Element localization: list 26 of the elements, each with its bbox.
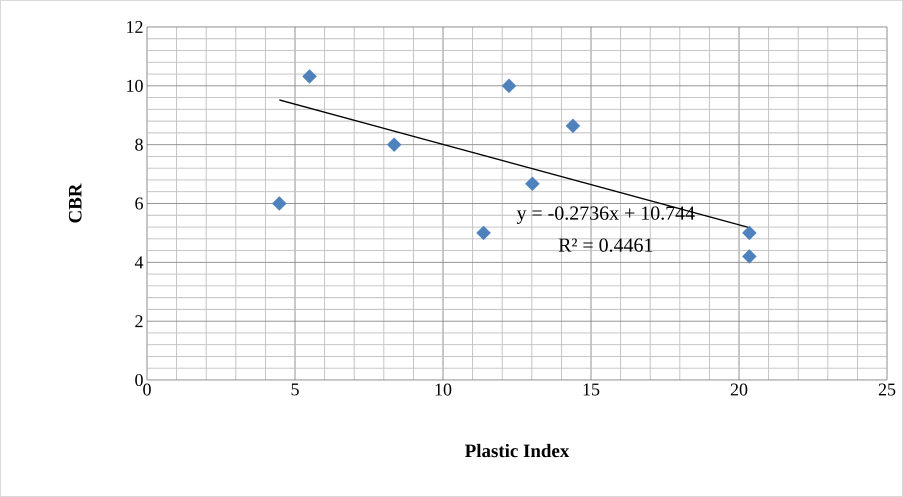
x-tick-label: 15 [584,384,600,396]
point [476,226,491,240]
point [502,78,516,94]
y-axis-title: CBR [68,183,82,223]
y-tick-label: 6 [135,197,143,210]
point [742,249,757,264]
y-tick-label: 0 [135,374,143,386]
y-tick-label: 10 [127,80,143,92]
y-tick-label: 4 [134,256,144,268]
annotation: R² = 0.4461 [558,238,652,252]
x-tick-label: 10 [436,384,452,396]
x-axis-title: Plastic Index [465,444,570,458]
y-tick-label: 12 [127,21,143,33]
annotation: y = -0.2736x + 10.744 [516,206,695,224]
point [386,137,402,152]
point [566,118,580,134]
x-tick-label: 25 [878,384,896,396]
x-tick-label: 0 [143,384,151,396]
point [272,196,287,211]
point [302,69,317,84]
y-tick-label: 8 [135,138,143,151]
y-tick-label: 2 [135,315,143,328]
point [742,226,757,240]
point [525,176,540,192]
x-tick-label: 5 [292,383,299,396]
x-tick-label: 20 [730,384,748,396]
